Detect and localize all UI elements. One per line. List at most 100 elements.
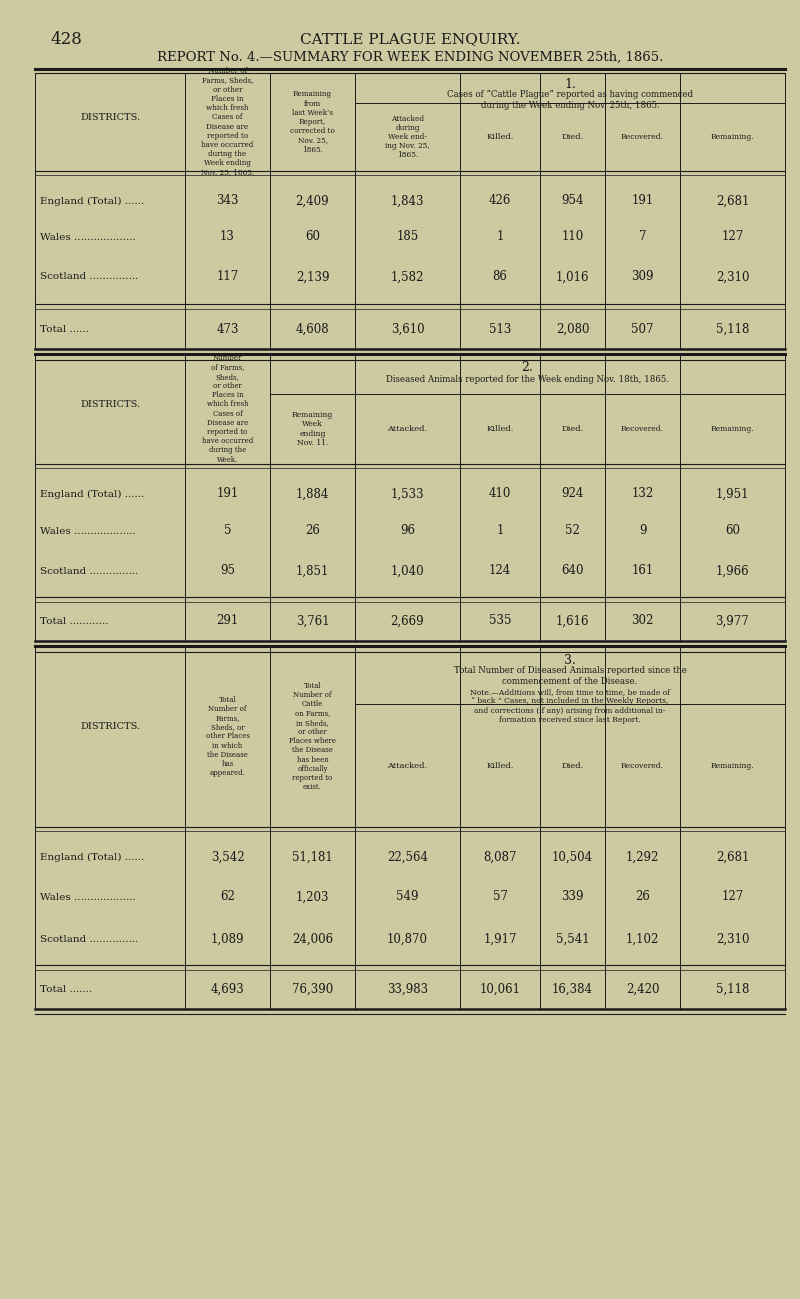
Text: 309: 309 <box>631 270 654 283</box>
Text: Wales ...................: Wales ................... <box>40 526 136 535</box>
Text: 4,693: 4,693 <box>210 982 244 995</box>
Text: Scotland ...............: Scotland ............... <box>40 566 138 575</box>
Text: 2,420: 2,420 <box>626 982 659 995</box>
Text: Died.: Died. <box>562 425 584 433</box>
Text: Scotland ...............: Scotland ............... <box>40 273 138 282</box>
Text: DISTRICTS.: DISTRICTS. <box>80 113 140 122</box>
Text: 124: 124 <box>489 565 511 578</box>
Text: 2,310: 2,310 <box>716 270 750 283</box>
Text: 1,884: 1,884 <box>296 487 329 500</box>
Text: 26: 26 <box>305 525 320 538</box>
Text: 132: 132 <box>631 487 654 500</box>
Text: 507: 507 <box>631 322 654 335</box>
Text: 1,951: 1,951 <box>716 487 750 500</box>
Text: 2,669: 2,669 <box>390 614 424 627</box>
Text: Recovered.: Recovered. <box>621 132 664 142</box>
Text: England (Total) ......: England (Total) ...... <box>40 852 144 861</box>
Text: 3,542: 3,542 <box>210 851 244 864</box>
Text: DISTRICTS.: DISTRICTS. <box>80 722 140 731</box>
Text: 76,390: 76,390 <box>292 982 333 995</box>
Text: 191: 191 <box>216 487 238 500</box>
Text: 8,087: 8,087 <box>483 851 517 864</box>
Text: 57: 57 <box>493 891 507 904</box>
Text: 1,616: 1,616 <box>556 614 590 627</box>
Text: Remaining
from
last Week’s
Report,
corrected to
Nov. 25,
1865.: Remaining from last Week’s Report, corre… <box>290 91 335 153</box>
Text: Recovered.: Recovered. <box>621 761 664 769</box>
Text: 1,203: 1,203 <box>296 891 330 904</box>
Text: Total ............: Total ............ <box>40 617 109 626</box>
Text: 13: 13 <box>220 230 235 243</box>
Text: 2,681: 2,681 <box>716 851 749 864</box>
Text: 513: 513 <box>489 322 511 335</box>
Text: Total Number of Diseased Animals reported since the
commencement of the Disease.: Total Number of Diseased Animals reporte… <box>454 666 686 686</box>
Text: 5,541: 5,541 <box>556 933 590 946</box>
Text: 117: 117 <box>216 270 238 283</box>
Text: 127: 127 <box>722 230 744 243</box>
Text: 5,118: 5,118 <box>716 982 749 995</box>
Text: 428: 428 <box>50 30 82 48</box>
Text: 954: 954 <box>562 195 584 208</box>
Text: 549: 549 <box>396 891 418 904</box>
Text: 1,843: 1,843 <box>390 195 424 208</box>
Text: 5,118: 5,118 <box>716 322 749 335</box>
Text: DISTRICTS.: DISTRICTS. <box>80 400 140 408</box>
Text: 96: 96 <box>400 525 415 538</box>
Text: 16,384: 16,384 <box>552 982 593 995</box>
Text: Total
Number of
Farms,
Sheds, or
other Places
in which
the Disease
has
appeared.: Total Number of Farms, Sheds, or other P… <box>206 696 250 777</box>
Text: 60: 60 <box>305 230 320 243</box>
Text: Attacked.: Attacked. <box>387 761 427 769</box>
Text: 26: 26 <box>635 891 650 904</box>
Text: 473: 473 <box>216 322 238 335</box>
Text: Diseased Animals reported for the Week ending Nov. 18th, 1865.: Diseased Animals reported for the Week e… <box>386 375 669 385</box>
Text: Killed.: Killed. <box>486 132 514 142</box>
Text: Total ......: Total ...... <box>40 325 89 334</box>
Text: 10,504: 10,504 <box>552 851 593 864</box>
Text: 3.: 3. <box>564 655 576 668</box>
Text: REPORT No. 4.—SUMMARY FOR WEEK ENDING NOVEMBER 25th, 1865.: REPORT No. 4.—SUMMARY FOR WEEK ENDING NO… <box>157 51 663 64</box>
Text: 2,310: 2,310 <box>716 933 750 946</box>
Text: 2,080: 2,080 <box>556 322 590 335</box>
Text: 9: 9 <box>638 525 646 538</box>
Text: 1,917: 1,917 <box>483 933 517 946</box>
Text: 302: 302 <box>631 614 654 627</box>
Text: 10,870: 10,870 <box>387 933 428 946</box>
Text: 924: 924 <box>562 487 584 500</box>
Text: 1,582: 1,582 <box>391 270 424 283</box>
Text: 51,181: 51,181 <box>292 851 333 864</box>
Text: 3,761: 3,761 <box>296 614 330 627</box>
Text: Remaining
Week
ending
Nov. 11.: Remaining Week ending Nov. 11. <box>292 412 333 447</box>
Text: 62: 62 <box>220 891 235 904</box>
Text: 10,061: 10,061 <box>479 982 521 995</box>
Text: Died.: Died. <box>562 132 584 142</box>
Text: 1,040: 1,040 <box>390 565 424 578</box>
Text: 2,139: 2,139 <box>296 270 330 283</box>
Text: Died.: Died. <box>562 761 584 769</box>
Text: 535: 535 <box>489 614 511 627</box>
Text: 1,966: 1,966 <box>716 565 750 578</box>
Text: 3,610: 3,610 <box>390 322 424 335</box>
Text: 1,851: 1,851 <box>296 565 329 578</box>
Text: 1,089: 1,089 <box>210 933 244 946</box>
Text: 2.: 2. <box>522 361 534 374</box>
Text: 22,564: 22,564 <box>387 851 428 864</box>
Text: Remaining.: Remaining. <box>710 425 754 433</box>
Text: 24,006: 24,006 <box>292 933 333 946</box>
Text: 426: 426 <box>489 195 511 208</box>
Text: Total
Number of
Cattle
on Farms,
in Sheds,
or other
Places where
the Disease
has: Total Number of Cattle on Farms, in Shed… <box>289 682 336 791</box>
Text: 1,292: 1,292 <box>626 851 659 864</box>
Text: 5: 5 <box>224 525 231 538</box>
Text: 1: 1 <box>496 525 504 538</box>
Text: Attacked.: Attacked. <box>387 425 427 433</box>
Text: England (Total) ......: England (Total) ...... <box>40 490 144 499</box>
Text: 185: 185 <box>396 230 418 243</box>
Text: England (Total) ......: England (Total) ...... <box>40 196 144 205</box>
Text: 110: 110 <box>562 230 584 243</box>
Text: 2,681: 2,681 <box>716 195 749 208</box>
Text: Recovered.: Recovered. <box>621 425 664 433</box>
Text: Note.—Additions will, from time to time, be made of
“ back ” Cases, not included: Note.—Additions will, from time to time,… <box>470 688 670 724</box>
Text: 127: 127 <box>722 891 744 904</box>
Text: Remaining.: Remaining. <box>710 761 754 769</box>
Text: 7: 7 <box>638 230 646 243</box>
Text: Scotland ...............: Scotland ............... <box>40 934 138 943</box>
Text: 2,409: 2,409 <box>296 195 330 208</box>
